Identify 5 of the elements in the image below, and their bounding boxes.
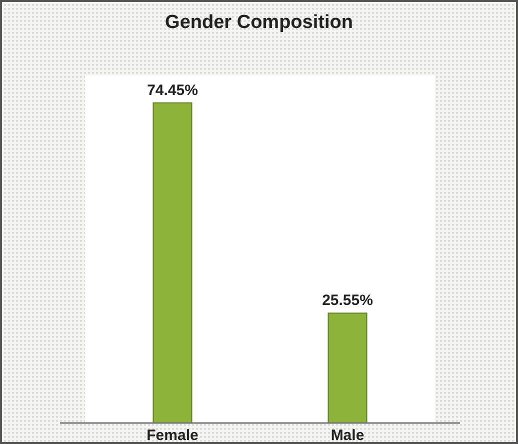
data-label: 25.55% — [322, 292, 373, 310]
x-tick-label: Female — [146, 427, 198, 444]
x-tick-label: Male — [330, 427, 364, 444]
chart-title: Gender Composition — [165, 12, 353, 33]
data-label: 74.45% — [147, 82, 198, 99]
